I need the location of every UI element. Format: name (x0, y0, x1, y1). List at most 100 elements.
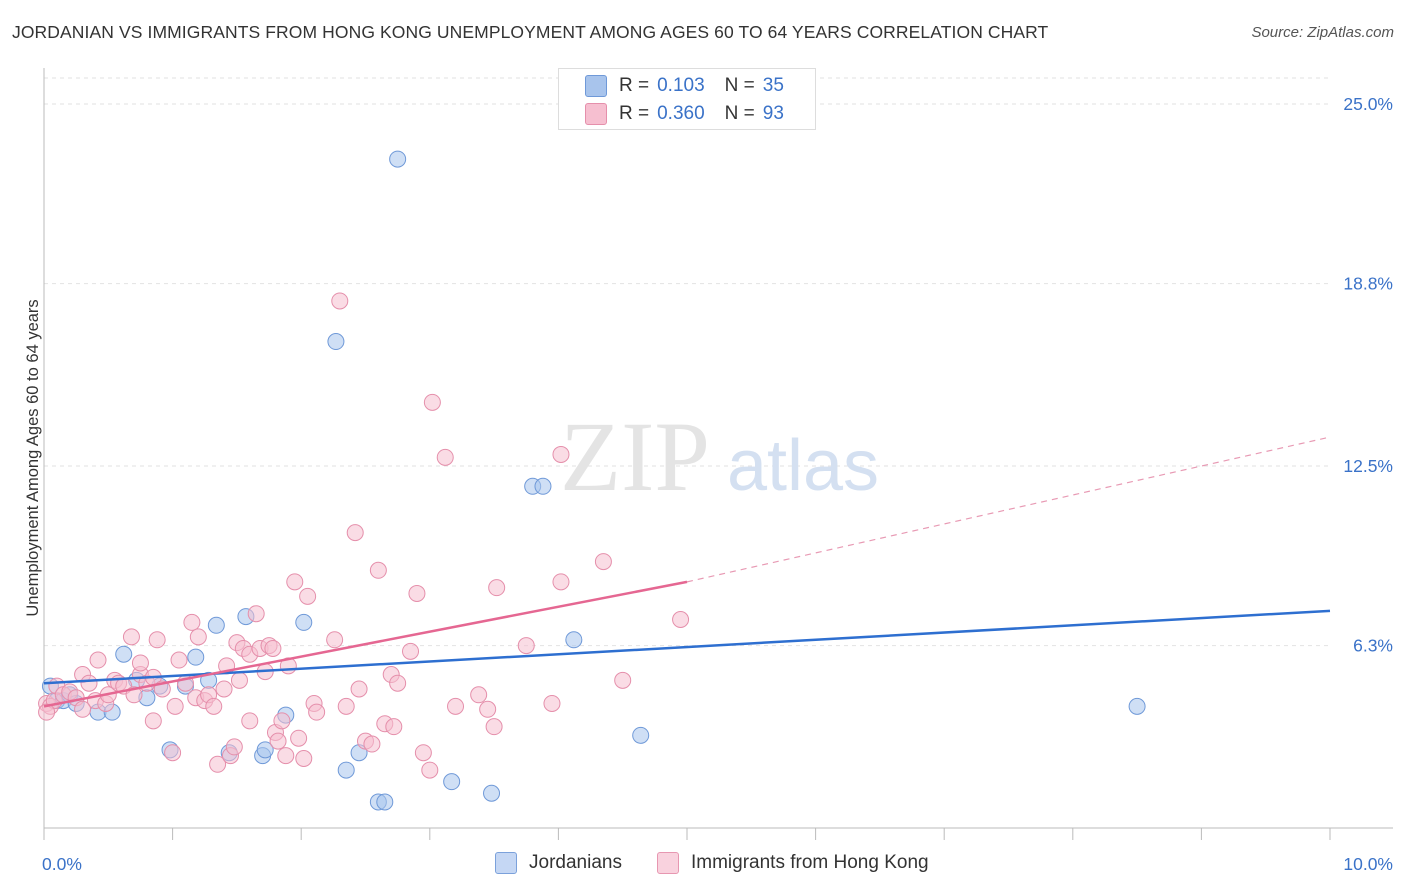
legend-n-label: N = (724, 103, 755, 124)
data-point (183, 613, 201, 631)
x-tick-label: 10.0% (1343, 854, 1393, 874)
data-point (423, 393, 441, 411)
data-point (122, 628, 140, 646)
data-point (421, 761, 439, 779)
data-point (376, 793, 394, 811)
data-point (414, 744, 432, 762)
data-point (470, 686, 488, 704)
data-point (144, 712, 162, 730)
trend-line (43, 609, 1331, 685)
data-point (115, 645, 133, 663)
data-point (308, 703, 326, 721)
data-point (389, 674, 407, 692)
legend-r-value: 0.103 (657, 75, 705, 96)
data-point (337, 697, 355, 715)
data-point (295, 613, 313, 631)
chart-title: JORDANIAN VS IMMIGRANTS FROM HONG KONG U… (12, 22, 1049, 42)
data-point (230, 671, 248, 689)
data-point (74, 700, 92, 718)
legend-item-hong-kong[interactable]: Immigrants from Hong Kong (657, 852, 929, 874)
data-point (488, 579, 506, 597)
tick-labels: 6.3% 12.5% 18.8% 25.0% 0.0% 10.0% (42, 94, 1393, 874)
data-point (479, 700, 497, 718)
data-point (385, 718, 403, 736)
legend-r-label: R = (619, 75, 650, 96)
data-point (632, 726, 650, 744)
data-point (346, 524, 364, 542)
legend-swatch-jordanians (585, 75, 607, 97)
data-point (241, 712, 259, 730)
data-point (402, 642, 420, 660)
data-point (256, 741, 274, 759)
data-point (277, 747, 295, 765)
data-point (485, 718, 503, 736)
legend-row-jordanians: R = 0.103 N = 35 (585, 72, 784, 100)
y-tick-label: 12.5% (1343, 456, 1393, 476)
legend-row-hong-kong: R = 0.360 N = 93 (585, 100, 784, 128)
data-point (543, 694, 561, 712)
x-tick-label: 0.0% (42, 854, 82, 874)
data-point (534, 477, 552, 495)
data-point (89, 651, 107, 669)
data-point (614, 671, 632, 689)
data-point (247, 605, 265, 623)
data-point (552, 573, 570, 591)
data-point (552, 445, 570, 463)
data-point (225, 738, 243, 756)
trend-line (43, 580, 688, 708)
data-point (565, 631, 583, 649)
y-tick-label: 18.8% (1343, 274, 1393, 294)
data-point (290, 729, 308, 747)
series-hong-kong-points (38, 292, 690, 779)
data-point (337, 761, 355, 779)
data-point (327, 333, 345, 351)
data-point (187, 648, 205, 666)
y-tick-label: 25.0% (1343, 94, 1393, 114)
data-point (1128, 697, 1146, 715)
legend-swatch-hong-kong (657, 852, 679, 874)
data-point (38, 703, 56, 721)
legend-n-label: N = (724, 75, 755, 96)
chart-source: Source: ZipAtlas.com (1251, 24, 1394, 41)
data-point (207, 616, 225, 634)
data-point (164, 744, 182, 762)
data-point (264, 639, 282, 657)
data-point (443, 773, 461, 791)
data-point (273, 712, 291, 730)
trend-lines (43, 436, 1331, 708)
data-point (170, 651, 188, 669)
legend-swatch-hong-kong (585, 103, 607, 125)
data-point (295, 750, 313, 768)
correlation-legend: R = 0.103 N = 35 R = 0.360 N = 93 (558, 68, 816, 130)
data-point (286, 573, 304, 591)
data-point (350, 680, 368, 698)
data-point (594, 553, 612, 571)
data-point (80, 674, 98, 692)
legend-label-jordanians: Jordanians (529, 852, 622, 873)
series-legend: Jordanians Immigrants from Hong Kong (0, 852, 1406, 878)
data-point (299, 587, 317, 605)
y-tick-label: 6.3% (1353, 636, 1393, 656)
legend-swatch-jordanians (495, 852, 517, 874)
legend-label-hong-kong: Immigrants from Hong Kong (691, 852, 929, 873)
watermark-atlas: atlas (727, 426, 879, 506)
legend-n-value: 35 (762, 75, 784, 96)
data-point (369, 561, 387, 579)
data-point (483, 784, 501, 802)
data-point (436, 448, 454, 466)
data-point (447, 697, 465, 715)
data-point (189, 628, 207, 646)
legend-item-jordanians[interactable]: Jordanians (495, 852, 622, 874)
data-point (331, 292, 349, 310)
data-point (363, 735, 381, 753)
watermark: ZIP atlas (560, 401, 879, 512)
data-point (131, 654, 149, 672)
data-point (148, 631, 166, 649)
data-point (269, 732, 287, 750)
data-point (209, 755, 227, 773)
data-point (408, 584, 426, 602)
data-point (215, 680, 233, 698)
data-point (517, 637, 535, 655)
legend-r-value: 0.360 (657, 103, 705, 124)
